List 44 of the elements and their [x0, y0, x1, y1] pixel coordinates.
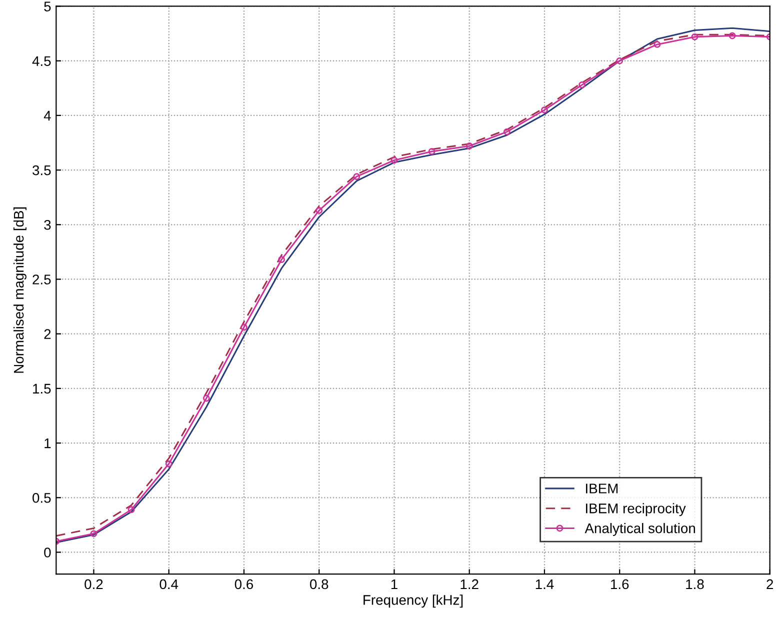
point [353, 173, 360, 180]
point [691, 33, 698, 40]
y-tick-label: 4.5 [32, 56, 51, 66]
point [541, 106, 548, 114]
x-tick-label: 0.6 [234, 579, 254, 590]
point [202, 394, 210, 402]
point [278, 256, 286, 264]
point [428, 148, 436, 155]
legend-label: IBEM [586, 484, 618, 494]
point [466, 142, 473, 150]
point [578, 81, 586, 88]
y-axis-title: Normalised magnitude [dB] [13, 207, 26, 373]
x-tick-label: 0.2 [84, 579, 103, 590]
x-axis-title: Frequency [kHz] [364, 594, 463, 608]
x-tick-label: 0.8 [310, 579, 328, 590]
y-tick-label: 2 [44, 329, 51, 339]
point [503, 128, 510, 136]
legend-label: Analytical solution [584, 523, 696, 536]
point [654, 40, 661, 48]
x-tick-label: 1.6 [611, 579, 629, 590]
x-tick-label: 1.2 [460, 579, 478, 590]
x-tick-label: 2 [766, 579, 774, 590]
point [316, 206, 323, 214]
x-tick-label: 1 [391, 579, 398, 590]
x-tick-label: 0.4 [160, 579, 178, 590]
y-tick-label: 3.5 [32, 165, 51, 176]
y-tick-label: 3 [44, 220, 51, 230]
y-tick-label: 0.5 [32, 492, 51, 503]
x-tick-label: 1.4 [536, 579, 554, 590]
point [90, 530, 98, 538]
point [240, 324, 248, 331]
legend-label: IBEM reciprocity [586, 503, 686, 516]
y-tick-label: 1 [44, 438, 51, 448]
point [128, 506, 135, 514]
point [165, 460, 172, 468]
y-tick-label: 0 [44, 548, 51, 558]
point [616, 57, 624, 64]
x-tick-label: 1.8 [686, 579, 704, 590]
y-tick-label: 1.5 [33, 384, 51, 394]
y-tick-label: 2.5 [32, 274, 51, 284]
point [728, 32, 736, 40]
point [390, 156, 398, 164]
y-tick-label: 5 [44, 2, 51, 12]
y-tick-label: 4 [44, 110, 51, 120]
